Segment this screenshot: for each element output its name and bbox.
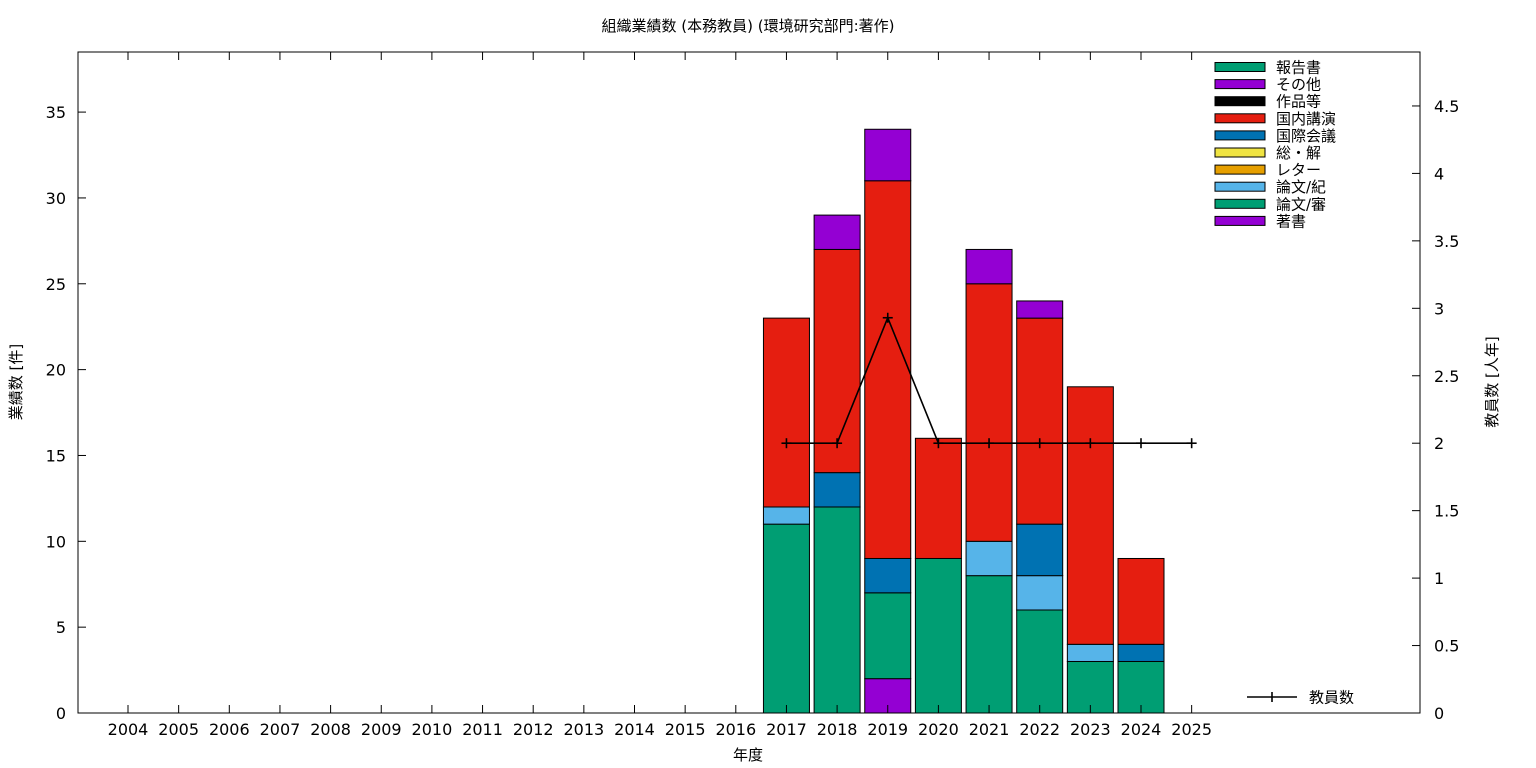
- bar-2022-series-5: [1016, 523, 1064, 577]
- legend-label: 報告書: [1276, 59, 1321, 77]
- y-tick-label: 20: [46, 361, 66, 380]
- y-axis-label: 業績数 [件]: [7, 344, 25, 420]
- bar-2017-series-6: [762, 317, 810, 508]
- bar-2019-series-6: [864, 180, 912, 559]
- legend-line-label: 教員数: [1309, 689, 1354, 707]
- line-layer: [781, 312, 1197, 449]
- x-tick-label: 2006: [209, 720, 250, 739]
- legend-swatch: [1214, 113, 1266, 124]
- bar-2022-series-6: [1016, 317, 1064, 525]
- bar-2021-series-2: [965, 540, 1013, 577]
- bar-2023-series-2: [1066, 643, 1114, 662]
- legend-swatch: [1214, 96, 1266, 107]
- x-tick-label: 2009: [361, 720, 402, 739]
- chart-title: 組織業績数 (本務教員) (環境研究部門:著作): [602, 17, 895, 35]
- y2-tick-label: 4.5: [1434, 97, 1459, 116]
- legend-swatch: [1214, 164, 1266, 175]
- bar-2023-series-6: [1066, 386, 1114, 645]
- x-tick-label: 2019: [867, 720, 908, 739]
- y2-tick-label: 1: [1434, 569, 1444, 588]
- bar-2024-series-5: [1117, 643, 1165, 662]
- x-tick-label: 2008: [310, 720, 351, 739]
- bar-2022-series-8: [1016, 300, 1064, 319]
- plot-frame: [77, 51, 1421, 714]
- x-tick-label: 2016: [715, 720, 756, 739]
- x-tick-label: 2017: [766, 720, 807, 739]
- bar-2018-series-6: [813, 248, 861, 474]
- bar-2020-series-1: [914, 557, 962, 714]
- x-tick-label: 2025: [1171, 720, 1212, 739]
- bar-2022-series-1: [1016, 609, 1064, 714]
- x-tick-label: 2021: [969, 720, 1010, 739]
- y2-tick-label: 3.5: [1434, 232, 1459, 251]
- bar-2020-series-6: [914, 437, 962, 559]
- x-tick-label: 2012: [513, 720, 554, 739]
- legend-label: その他: [1276, 76, 1321, 94]
- y-tick-label: 0: [56, 704, 66, 723]
- bar-2019-series-8: [864, 128, 912, 182]
- x-tick-label: 2018: [817, 720, 858, 739]
- x-tick-label: 2013: [563, 720, 604, 739]
- legend-swatch: [1214, 130, 1266, 141]
- bar-2018-series-1: [813, 506, 861, 714]
- legend-label: 国際会議: [1276, 127, 1336, 145]
- legend-swatch: [1214, 181, 1266, 192]
- y-tick-label: 15: [46, 446, 66, 465]
- bar-2019-series-5: [864, 557, 912, 594]
- legend-swatch: [1214, 147, 1266, 158]
- y2-tick-label: 4: [1434, 164, 1444, 183]
- legend-swatch: [1214, 62, 1266, 72]
- legend-swatch: [1214, 215, 1266, 226]
- y2-tick-label: 0.5: [1434, 637, 1459, 656]
- legend-label: 著書: [1276, 212, 1306, 230]
- legend-label: 論文/審: [1276, 195, 1326, 213]
- bar-2024-series-1: [1117, 660, 1165, 714]
- bar-2022-series-2: [1016, 575, 1064, 611]
- legend-label: レター: [1276, 161, 1321, 179]
- y2-tick-label: 1.5: [1434, 502, 1459, 521]
- legend-label: 作品等: [1276, 93, 1321, 111]
- legend-label: 総・解: [1276, 144, 1321, 162]
- y-tick-label: 10: [46, 532, 66, 551]
- legend-label: 国内講演: [1276, 110, 1336, 128]
- x-tick-label: 2007: [260, 720, 301, 739]
- y2-tick-label: 2: [1434, 434, 1444, 453]
- bar-2021-series-8: [965, 248, 1013, 285]
- x-tick-label: 2010: [412, 720, 453, 739]
- x-tick-label: 2015: [665, 720, 706, 739]
- y-tick-label: 30: [46, 189, 66, 208]
- x-tick-label: 2020: [918, 720, 959, 739]
- x-tick-label: 2024: [1121, 720, 1162, 739]
- legend-swatch: [1214, 79, 1266, 90]
- bar-2021-series-1: [965, 575, 1013, 714]
- legend-swatch: [1214, 198, 1266, 209]
- x-tick-label: 2014: [614, 720, 655, 739]
- y-tick-label: 5: [56, 618, 66, 637]
- bar-2019-series-1: [864, 592, 912, 680]
- y2-tick-label: 0: [1434, 704, 1444, 723]
- bars-layer: [762, 128, 1165, 714]
- bar-2021-series-6: [965, 283, 1013, 542]
- y2-tick-label: 3: [1434, 299, 1444, 318]
- x-axis-label: 年度: [733, 746, 763, 764]
- bar-2018-series-8: [813, 214, 861, 250]
- y-tick-label: 35: [46, 103, 66, 122]
- bar-2017-series-1: [762, 523, 810, 714]
- x-tick-label: 2011: [462, 720, 503, 739]
- legend-label: 論文/紀: [1276, 178, 1326, 196]
- x-tick-label: 2004: [108, 720, 149, 739]
- x-tick-label: 2022: [1019, 720, 1060, 739]
- bar-2024-series-6: [1117, 557, 1165, 645]
- bar-2017-series-2: [762, 506, 810, 525]
- y2-axis-label: 教員数 [人年]: [1483, 336, 1501, 427]
- y2-tick-label: 2.5: [1434, 367, 1459, 386]
- x-tick-label: 2023: [1070, 720, 1111, 739]
- x-tick-label: 2005: [158, 720, 199, 739]
- y-tick-label: 25: [46, 275, 66, 294]
- bar-2018-series-5: [813, 472, 861, 508]
